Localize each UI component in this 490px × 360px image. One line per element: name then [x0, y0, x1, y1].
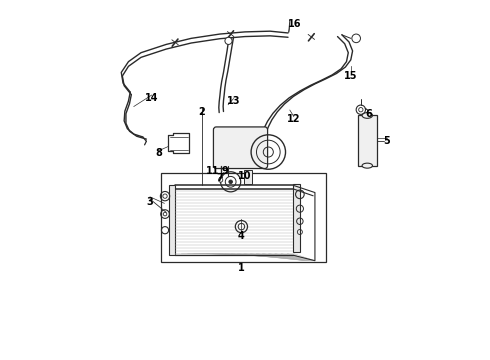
Text: 5: 5 — [383, 136, 390, 145]
Circle shape — [229, 180, 232, 184]
Ellipse shape — [362, 163, 372, 168]
Text: 6: 6 — [366, 109, 372, 119]
Text: 4: 4 — [238, 231, 245, 240]
Bar — [294, 184, 300, 252]
Text: 3: 3 — [147, 197, 153, 207]
Bar — [161, 173, 326, 262]
Text: 15: 15 — [344, 71, 358, 81]
Circle shape — [225, 37, 232, 44]
Bar — [358, 116, 377, 166]
Text: 16: 16 — [288, 19, 301, 29]
Text: 11: 11 — [206, 166, 220, 176]
Text: 13: 13 — [227, 96, 240, 106]
Bar — [169, 185, 175, 255]
Ellipse shape — [362, 113, 372, 118]
Bar — [245, 170, 252, 184]
Text: 10: 10 — [238, 171, 252, 181]
Text: 2: 2 — [198, 107, 205, 117]
Text: 1: 1 — [238, 263, 245, 273]
Text: 12: 12 — [287, 114, 300, 124]
Text: 9: 9 — [222, 166, 229, 176]
FancyBboxPatch shape — [214, 127, 268, 168]
Text: 7: 7 — [217, 173, 223, 183]
Circle shape — [219, 178, 223, 182]
Text: 8: 8 — [155, 148, 162, 158]
Text: 14: 14 — [145, 93, 158, 103]
